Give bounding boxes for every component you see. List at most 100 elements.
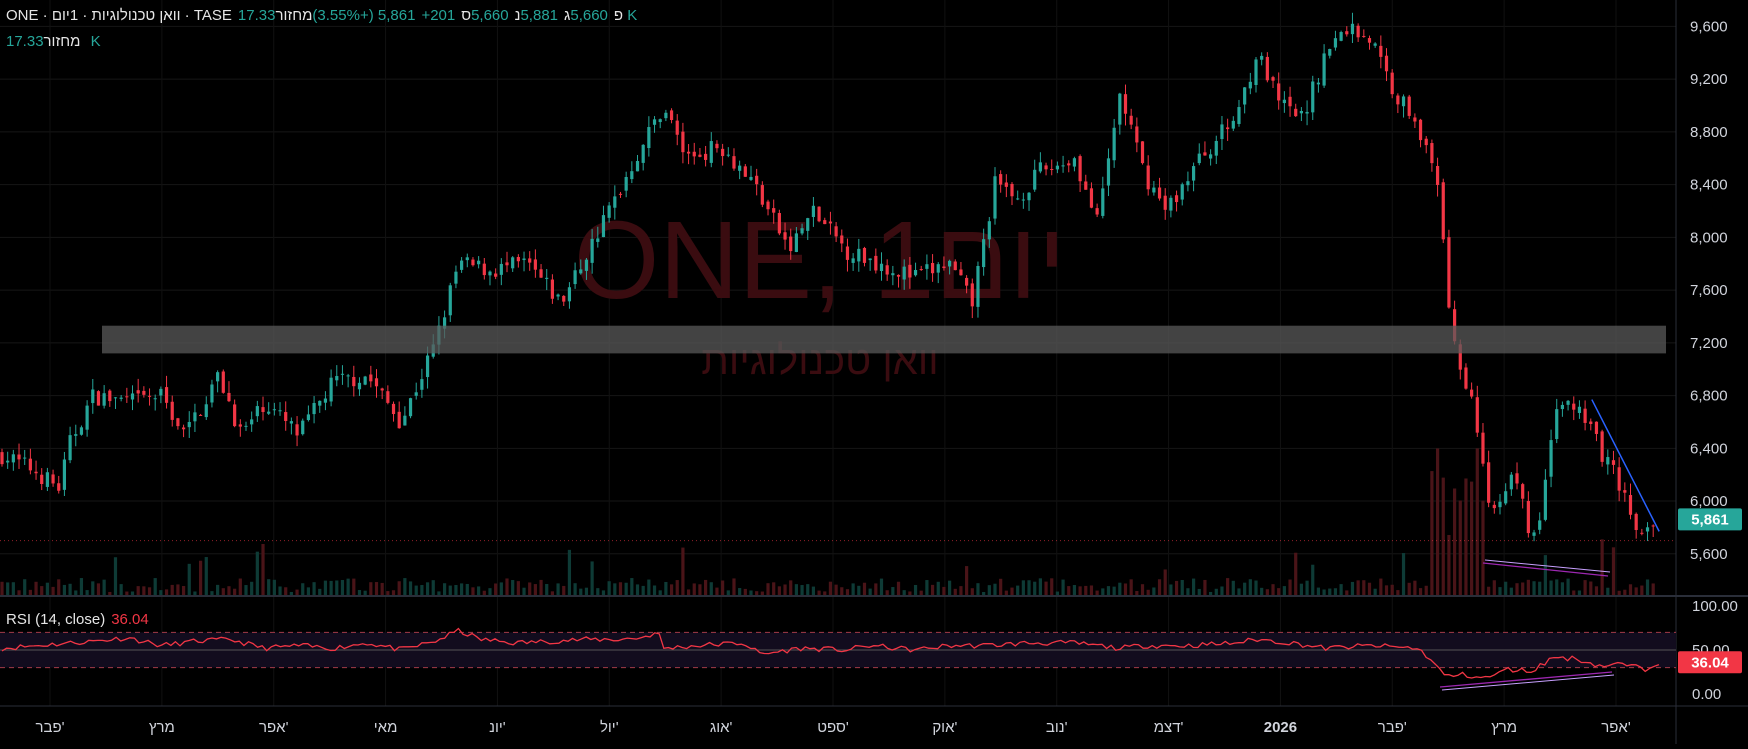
volume-bar (1152, 587, 1156, 595)
volume-bar (749, 590, 753, 595)
volume-bar (1180, 579, 1184, 595)
candle-body (891, 273, 895, 276)
volume-bar (1628, 584, 1633, 595)
candle-body (1645, 527, 1650, 532)
volume-bar (1316, 587, 1321, 595)
candle-body (1197, 153, 1201, 164)
time-axis-label: יונ' (489, 719, 506, 736)
volume-bar (965, 566, 969, 595)
candle-body (482, 263, 486, 276)
volume-bar (1038, 578, 1042, 595)
candle-body (811, 205, 816, 218)
volume-bar (1577, 590, 1582, 595)
volume-bar (352, 578, 356, 595)
volume-bar (845, 589, 850, 595)
volume-bar (278, 586, 282, 595)
volume-bar (1050, 578, 1054, 595)
candle-body (1123, 94, 1128, 114)
candle-body (947, 260, 952, 267)
symbol-line: ONE · וואן טכנולוגיות · 1יום · TASE (6, 7, 232, 24)
candle-body (494, 273, 498, 277)
volume-bar (1157, 579, 1162, 595)
candle-body (840, 235, 844, 244)
candle-body (1010, 183, 1014, 197)
rsi-axis-tick: 0.00 (1692, 686, 1721, 703)
volume-bar (1384, 585, 1389, 595)
volume-bar (721, 580, 725, 595)
volume-bar (1197, 588, 1201, 595)
high-value: 5,881 (520, 7, 559, 24)
candle-body (142, 390, 146, 395)
volume-bar (1169, 584, 1173, 595)
volume-bar (1390, 584, 1394, 595)
candle-body (1237, 107, 1241, 124)
candle-body (936, 264, 940, 273)
candle-body (1532, 532, 1536, 536)
candle-body (369, 374, 373, 382)
volume-bar (1356, 580, 1360, 595)
candle-body (289, 421, 293, 424)
volume-bar (460, 583, 464, 595)
volume-bar (539, 579, 543, 595)
volume-bar (840, 587, 844, 595)
volume-bar (1413, 580, 1417, 595)
volume-bar (783, 584, 787, 595)
candle-body (1248, 81, 1252, 89)
candle-body (732, 156, 736, 169)
volume-bar (482, 590, 486, 595)
candle-body (301, 420, 305, 435)
candle-body (669, 110, 674, 120)
candle-body (1174, 195, 1179, 203)
candle-body (352, 376, 356, 387)
candle-body (1294, 108, 1298, 117)
volume-bar (1645, 579, 1650, 595)
candle-body (1577, 406, 1582, 413)
volume-bar (306, 587, 311, 595)
candle-body (1543, 479, 1547, 520)
volume-bar (477, 586, 481, 595)
rsi-divergence-line[interactable] (1439, 671, 1613, 688)
candle-body (1487, 462, 1491, 503)
volume-bar (959, 586, 963, 595)
candle-body (1379, 45, 1383, 57)
volume-bar (567, 549, 572, 595)
candle-body (198, 414, 203, 416)
last-price-value: 5,861 (1691, 511, 1729, 528)
candle-body (573, 270, 577, 285)
volume-bar (153, 578, 157, 595)
divergence-line[interactable] (1484, 559, 1611, 573)
candle-body (1311, 81, 1315, 113)
volume-bar (91, 581, 95, 595)
candle-body (590, 238, 594, 263)
volume-bar (1311, 564, 1315, 595)
candle-body (1152, 187, 1156, 193)
candle-body (556, 294, 560, 297)
volume-bar (647, 579, 651, 595)
resistance-zone[interactable] (102, 325, 1666, 354)
candle-body (1055, 165, 1060, 170)
candle-body (704, 153, 708, 160)
rsi-value-tag[interactable] (1678, 651, 1742, 674)
time-axis-label: נוב' (1046, 719, 1068, 736)
last-price-tag[interactable] (1678, 508, 1742, 531)
candle-body (789, 236, 793, 252)
candle-body (1050, 169, 1054, 171)
candle-body (1112, 127, 1116, 161)
candle-body (550, 279, 554, 299)
divergence-line[interactable] (1482, 562, 1609, 577)
trendline[interactable] (1591, 399, 1660, 532)
candle-body (1135, 126, 1139, 143)
candle-body (715, 143, 719, 149)
candle-body (1101, 188, 1105, 216)
rsi-divergence-line[interactable] (1441, 674, 1615, 691)
candle-body (635, 161, 640, 172)
candle-body (1430, 143, 1434, 164)
volume-bar (374, 582, 379, 595)
volume-bar (1521, 582, 1525, 595)
volume-bar (329, 580, 333, 595)
candle-body (760, 185, 764, 205)
candle-body (1572, 403, 1576, 410)
volume-bar (6, 582, 10, 595)
